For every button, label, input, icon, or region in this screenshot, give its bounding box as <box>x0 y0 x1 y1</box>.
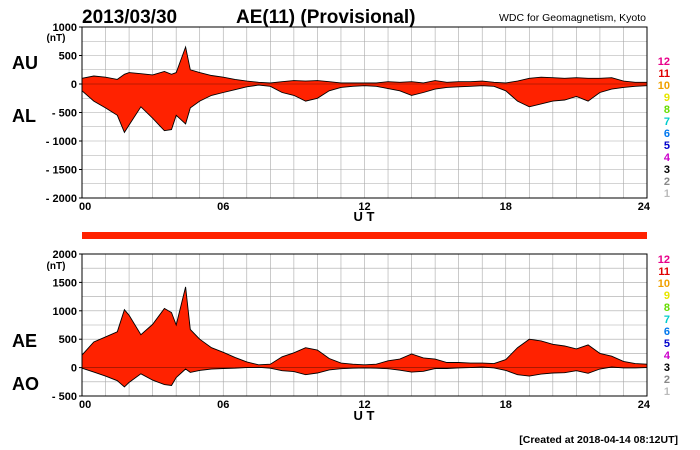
y-tick-label: 1000 <box>53 22 77 34</box>
legend-number: 1 <box>664 188 670 200</box>
y-tick-label: - 500 <box>52 108 77 120</box>
legend-number: 6 <box>664 326 670 338</box>
legend-number: 4 <box>664 152 671 164</box>
legend-number: 3 <box>664 164 670 176</box>
legend-number: 8 <box>664 104 670 116</box>
created-timestamp: [Created at 2018-04-14 08:12UT] <box>519 434 678 446</box>
bottom-x-axis-label: U T <box>354 408 375 423</box>
x-tick-label: 18 <box>500 399 512 411</box>
legend-number: 7 <box>664 314 670 326</box>
legend-number: 12 <box>658 56 670 68</box>
x-tick-label: 12 <box>358 201 370 213</box>
y-tick-label: 500 <box>59 334 77 346</box>
legend-number: 1 <box>664 386 670 398</box>
series-band-area <box>82 286 647 387</box>
y-tick-label: 1500 <box>53 277 77 289</box>
series-line-al <box>81 84 648 134</box>
top-y-tick-labels: 1000 500 0 - 500 - 1000 - 1500 - 2000 <box>46 22 82 205</box>
index-title: AE(11) (Provisional) <box>236 7 416 28</box>
bottom-plot <box>81 286 648 388</box>
legend-number: 3 <box>664 362 670 374</box>
y-tick-label: - 1000 <box>46 136 77 148</box>
y-tick-label: - 1500 <box>46 165 77 177</box>
legend-number: 7 <box>664 116 670 128</box>
legend-number: 9 <box>664 290 670 302</box>
bottom-x-tick-labels: 00 06 12 18 24 <box>79 399 651 411</box>
x-tick-label: 00 <box>79 201 91 213</box>
au-label: AU <box>12 53 38 73</box>
y-tick-label: - 500 <box>52 391 77 403</box>
series-line-au <box>81 45 647 84</box>
top-x-axis-label: U T <box>354 209 375 224</box>
series-band-area <box>82 47 647 133</box>
legend-number: 11 <box>658 68 670 80</box>
legend-number: 9 <box>664 92 670 104</box>
y-tick-label: 0 <box>71 363 77 375</box>
legend-number: 11 <box>658 266 670 278</box>
legend-number: 8 <box>664 302 670 314</box>
legend-number: 5 <box>664 140 670 152</box>
x-tick-label: 24 <box>638 399 651 411</box>
y-tick-label: 2000 <box>53 249 77 261</box>
legend-number: 2 <box>664 176 670 188</box>
top-unit-label: (nT) <box>47 33 66 44</box>
x-tick-label: 12 <box>358 399 370 411</box>
x-tick-label: 18 <box>500 201 512 213</box>
al-label: AL <box>12 106 36 126</box>
y-tick-label: 0 <box>71 79 77 91</box>
x-tick-label: 00 <box>79 399 91 411</box>
legend-number: 5 <box>664 338 670 350</box>
x-tick-label: 06 <box>217 201 229 213</box>
ao-label: AO <box>12 374 39 394</box>
legend-number: 10 <box>658 80 670 92</box>
y-tick-label: 500 <box>59 51 77 63</box>
top-x-tick-labels: 00 06 12 18 24 <box>79 201 651 213</box>
separator-bar <box>82 232 647 239</box>
bottom-y-tick-labels: 2000 1500 1000 500 0 - 500 <box>52 249 82 403</box>
legend-number: 10 <box>658 278 670 290</box>
top-plot <box>81 45 648 134</box>
legend-number: 6 <box>664 128 670 140</box>
source-label: WDC for Geomagnetism, Kyoto <box>499 12 646 24</box>
series-line-ae <box>81 286 648 366</box>
ae-label: AE <box>12 331 37 351</box>
y-tick-label: - 2000 <box>46 193 77 205</box>
y-tick-label: 1000 <box>53 306 77 318</box>
bottom-unit-label: (nT) <box>47 261 66 272</box>
ae-ao-panel: 2000 1500 1000 500 0 - 500 00 06 12 18 24 (nT) U … <box>12 249 651 423</box>
x-tick-label: 24 <box>638 201 651 213</box>
legend-number: 12 <box>658 254 670 266</box>
date-title: 2013/03/30 <box>82 7 177 28</box>
au-al-panel: 1000 500 0 - 500 - 1000 - 1500 - 2000 00 06 12 18… <box>12 22 651 224</box>
x-tick-label: 06 <box>217 399 229 411</box>
legend-number: 2 <box>664 374 670 386</box>
legend-number: 4 <box>664 350 671 362</box>
series-line-ao <box>81 366 648 388</box>
bottom-plot-frame <box>81 253 648 397</box>
